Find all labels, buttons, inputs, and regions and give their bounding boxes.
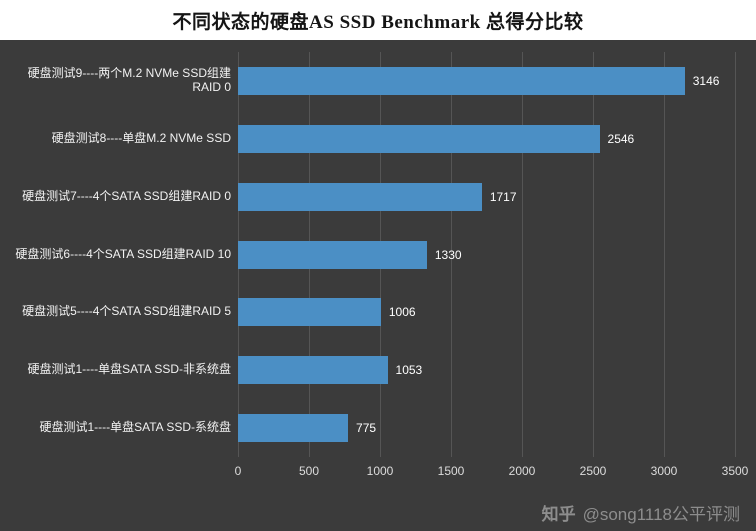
- bar: [238, 66, 685, 95]
- bar-row: 硬盘测试1----单盘SATA SSD-非系统盘 1053: [0, 341, 735, 399]
- bar-rows: 硬盘测试9----两个M.2 NVMe SSD组建RAID 0 3146 硬盘测试8…: [0, 52, 735, 457]
- gridline: [451, 52, 452, 457]
- bar-chart: 硬盘测试9----两个M.2 NVMe SSD组建RAID 0 3146 硬盘测试8…: [0, 40, 756, 531]
- bar-row: 硬盘测试1----单盘SATA SSD-系统盘 775: [0, 399, 735, 457]
- x-axis: 0 500 1000 1500 2000 2500 3000 3500: [234, 464, 749, 480]
- gridline: [735, 52, 736, 457]
- bar-row: 硬盘测试7----4个SATA SSD组建RAID 0 1717: [0, 168, 735, 226]
- bar-track: 1330: [238, 226, 735, 284]
- value-label: 1717: [489, 189, 517, 204]
- chart-title: 不同状态的硬盘AS SSD Benchmark 总得分比较: [172, 11, 584, 33]
- watermark-text: @song1118公平评测: [582, 505, 740, 524]
- bar-row: 硬盘测试5----4个SATA SSD组建RAID 5 1006: [0, 283, 735, 341]
- bar-track: 775: [238, 399, 735, 457]
- x-tick-label: 500: [298, 464, 320, 478]
- bar-track: 1006: [238, 283, 735, 341]
- bar: [238, 298, 381, 327]
- bar-track: 1717: [238, 168, 735, 226]
- gridline: [593, 52, 594, 457]
- bar: [238, 356, 388, 385]
- bar-row: 硬盘测试9----两个M.2 NVMe SSD组建RAID 0 3146: [0, 52, 735, 110]
- value-label: 3146: [692, 73, 720, 88]
- x-tick-label: 0: [234, 464, 242, 478]
- bar-track: 1053: [238, 341, 735, 399]
- value-label: 775: [356, 421, 377, 436]
- category-label: 硬盘测试6----4个SATA SSD组建RAID 10: [15, 246, 231, 261]
- x-tick-label: 2500: [579, 464, 607, 478]
- x-tick-label: 2000: [508, 464, 536, 478]
- bar-row: 硬盘测试6----4个SATA SSD组建RAID 10 1330: [0, 226, 735, 284]
- x-tick-label: 1000: [366, 464, 394, 478]
- bar: [238, 124, 600, 153]
- value-label: 2546: [607, 131, 635, 146]
- zhihu-logo: 知乎: [541, 505, 576, 524]
- value-label: 1053: [395, 363, 423, 378]
- bar: [238, 414, 349, 443]
- bar-track: 2546: [238, 110, 735, 168]
- value-label: 1006: [388, 305, 416, 320]
- bar: [238, 240, 427, 269]
- title-band: 不同状态的硬盘AS SSD Benchmark 总得分比较: [0, 0, 756, 40]
- gridline: [522, 52, 523, 457]
- bar-track: 3146: [238, 52, 735, 110]
- value-label: 1330: [434, 247, 462, 262]
- category-label: 硬盘测试5----4个SATA SSD组建RAID 5: [22, 304, 231, 319]
- x-tick-label: 3000: [650, 464, 678, 478]
- category-label: 硬盘测试8----单盘M.2 NVMe SSD: [51, 130, 231, 145]
- category-label: 硬盘测试1----单盘SATA SSD-系统盘: [39, 420, 231, 435]
- gridline: [664, 52, 665, 457]
- watermark: 知乎 @song1118公平评测: [542, 500, 740, 525]
- category-label: 硬盘测试9----两个M.2 NVMe SSD组建RAID 0: [27, 66, 231, 94]
- x-tick-label: 3500: [721, 464, 749, 478]
- category-label: 硬盘测试1----单盘SATA SSD-非系统盘: [27, 362, 231, 377]
- category-label: 硬盘测试7----4个SATA SSD组建RAID 0: [22, 188, 231, 203]
- x-tick-label: 1500: [437, 464, 465, 478]
- bar-row: 硬盘测试8----单盘M.2 NVMe SSD 2546: [0, 110, 735, 168]
- bar: [238, 182, 482, 211]
